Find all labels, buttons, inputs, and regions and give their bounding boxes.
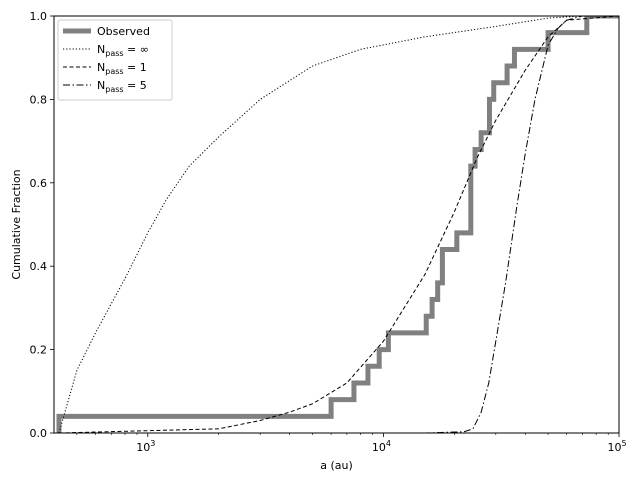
legend-label-2: Npass = 1 [97,61,147,76]
series-line-2 [58,16,619,433]
y-tick-label: 0.4 [30,260,48,273]
axes-frame [53,15,620,434]
x-axis-ticks: 103 104 105 [76,433,627,454]
x-tick-label: 105 [607,439,626,454]
plot-area [56,16,619,433]
x-tick-label: 103 [136,439,155,454]
series-line-3 [58,16,619,433]
y-tick-label: 1.0 [30,10,48,23]
legend-label-3: Npass = 5 [97,79,147,94]
y-tick-label: 0.0 [30,427,48,440]
legend-label-1: Npass = ∞ [97,43,149,58]
y-axis-label: Cumulative Fraction [10,169,23,279]
y-tick-label: 0.2 [30,344,48,357]
series-line-1 [58,16,619,433]
y-tick-label: 0.6 [30,177,48,190]
legend-box [57,19,173,101]
x-axis-label: a (au) [320,459,353,472]
series-line-0 [56,16,619,433]
y-axis-ticks: 0.0 0.2 0.4 0.6 0.8 1.0 [30,10,54,440]
legend-label-0: Observed [97,25,150,38]
legend: Observed Npass = ∞ Npass = 1 Npass = 5 [57,19,173,101]
y-tick-label: 0.8 [30,93,48,106]
x-tick-label: 104 [372,439,391,454]
